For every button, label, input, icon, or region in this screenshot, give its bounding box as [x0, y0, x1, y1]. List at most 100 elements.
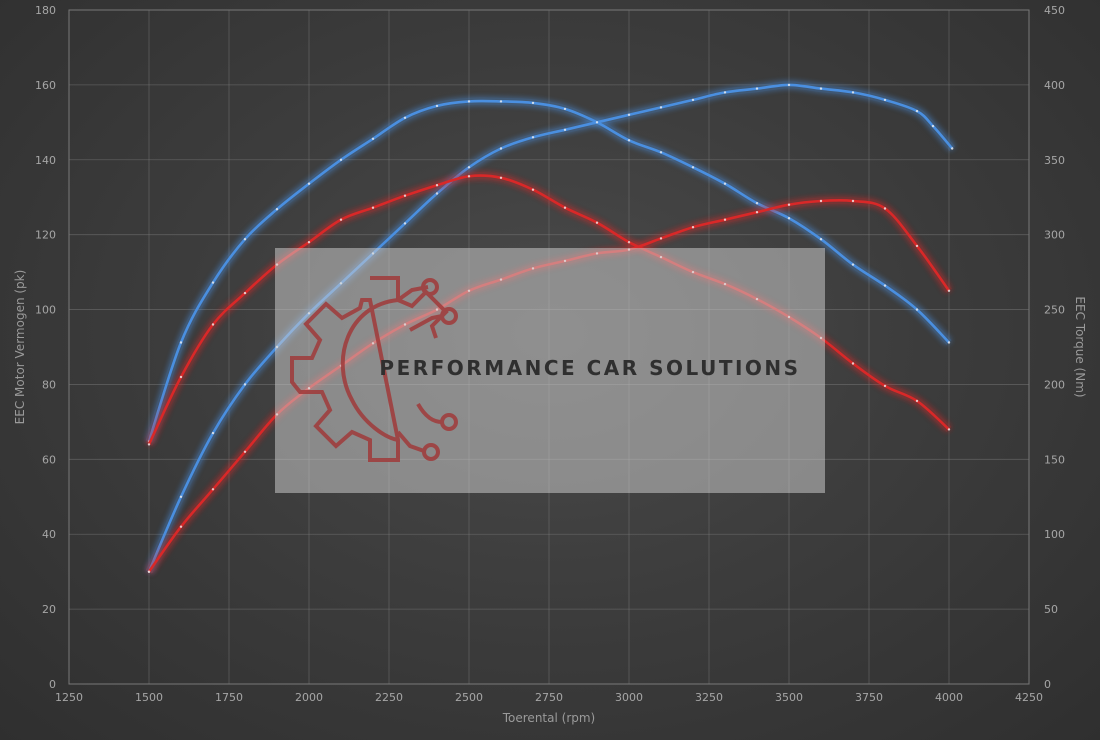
- watermark-panel: [275, 248, 825, 493]
- series-point: [723, 182, 727, 185]
- series-point: [931, 124, 935, 128]
- y-left-axis-ticks: 0 20 40 60 80 100 120 140 160 180: [35, 4, 56, 691]
- series-point: [531, 101, 535, 105]
- y-right-tick-label: 400: [1044, 79, 1065, 92]
- series-point: [915, 244, 919, 248]
- series-point: [755, 211, 759, 214]
- x-tick-label: 1500: [135, 691, 163, 704]
- series-point: [787, 203, 791, 206]
- series-point: [691, 166, 695, 169]
- y-left-tick-label: 40: [42, 528, 56, 541]
- series-point: [819, 199, 823, 203]
- series-point: [755, 87, 759, 90]
- series-point: [307, 182, 311, 185]
- y-left-axis-title: EEC Motor Vermogen (pk): [13, 270, 27, 425]
- y-left-tick-label: 80: [42, 378, 56, 391]
- series-point: [243, 291, 247, 295]
- series-point: [595, 221, 599, 224]
- y-left-tick-label: 100: [35, 304, 56, 317]
- series-point: [627, 241, 631, 244]
- series-point: [339, 218, 343, 221]
- series-point: [243, 383, 247, 386]
- x-tick-label: 4000: [935, 691, 963, 704]
- series-point: [307, 241, 311, 244]
- series-point: [211, 281, 215, 284]
- series-point: [659, 151, 663, 154]
- series-point: [467, 166, 471, 169]
- y-right-tick-label: 450: [1044, 4, 1065, 17]
- y-left-tick-label: 0: [49, 678, 56, 691]
- series-point: [467, 175, 471, 178]
- watermark-text: PERFORMANCE CAR SOLUTIONS: [379, 356, 800, 380]
- x-tick-label: 3750: [855, 691, 883, 704]
- y-left-tick-label: 60: [42, 453, 56, 466]
- y-right-tick-label: 350: [1044, 154, 1065, 167]
- series-point: [691, 98, 695, 102]
- series-point: [787, 83, 791, 87]
- series-point: [851, 362, 855, 365]
- series-point: [211, 323, 215, 326]
- series-point: [883, 284, 887, 287]
- y-right-axis-ticks: 0 50 100 150 200 250 300 350 400 450: [1044, 4, 1065, 691]
- series-point: [915, 308, 919, 311]
- grid: [68, 9, 1030, 685]
- series-point: [531, 188, 535, 191]
- watermark: PERFORMANCE CAR SOLUTIONS: [275, 248, 825, 493]
- series-point: [947, 341, 951, 344]
- series-point: [435, 104, 439, 108]
- y-right-tick-label: 200: [1044, 378, 1065, 391]
- series-point: [883, 98, 887, 102]
- y-right-axis-title: EEC Torque (Nm): [1073, 296, 1087, 397]
- x-tick-label: 3250: [695, 691, 723, 704]
- series-point: [851, 263, 855, 266]
- series-point: [627, 139, 631, 142]
- series-point: [499, 176, 503, 179]
- series-point: [755, 202, 759, 205]
- series-point: [371, 137, 375, 140]
- series-point: [211, 431, 215, 435]
- series-point: [243, 450, 247, 453]
- series-point: [403, 116, 407, 120]
- series-point: [723, 218, 727, 221]
- series-0: [145, 97, 952, 443]
- x-tick-label: 2750: [535, 691, 563, 704]
- series-point: [403, 194, 407, 197]
- series-point: [723, 91, 727, 94]
- y-left-tick-label: 20: [42, 603, 56, 616]
- series-point: [499, 100, 503, 103]
- series-point: [563, 206, 567, 209]
- x-tick-label: 2500: [455, 691, 483, 704]
- y-right-tick-label: 50: [1044, 603, 1058, 616]
- x-tick-label: 1750: [215, 691, 243, 704]
- y-right-tick-label: 150: [1044, 453, 1065, 466]
- series-point: [563, 128, 567, 131]
- y-right-tick-label: 100: [1044, 528, 1065, 541]
- y-left-tick-label: 160: [35, 79, 56, 92]
- x-tick-label: 3500: [775, 691, 803, 704]
- series-point: [883, 207, 887, 210]
- series-point: [435, 184, 439, 187]
- series-point: [211, 488, 215, 491]
- series-point: [339, 158, 343, 161]
- series-point: [787, 217, 791, 220]
- series-point: [659, 237, 663, 240]
- series-point: [467, 100, 471, 103]
- series-point: [403, 222, 407, 225]
- series-point: [915, 109, 919, 113]
- series-point: [435, 192, 439, 195]
- x-tick-label: 3000: [615, 691, 643, 704]
- y-left-tick-label: 180: [35, 4, 56, 17]
- series-line: [147, 99, 950, 442]
- series-point: [147, 570, 151, 573]
- x-tick-label: 2000: [295, 691, 323, 704]
- series-point: [819, 87, 823, 90]
- series-point: [499, 147, 503, 150]
- series-point: [531, 136, 535, 139]
- series-point: [947, 289, 951, 292]
- y-right-tick-label: 300: [1044, 229, 1065, 242]
- series-point: [627, 113, 631, 117]
- y-right-tick-label: 250: [1044, 304, 1065, 317]
- y-left-tick-label: 120: [35, 229, 56, 242]
- x-tick-label: 1250: [55, 691, 83, 704]
